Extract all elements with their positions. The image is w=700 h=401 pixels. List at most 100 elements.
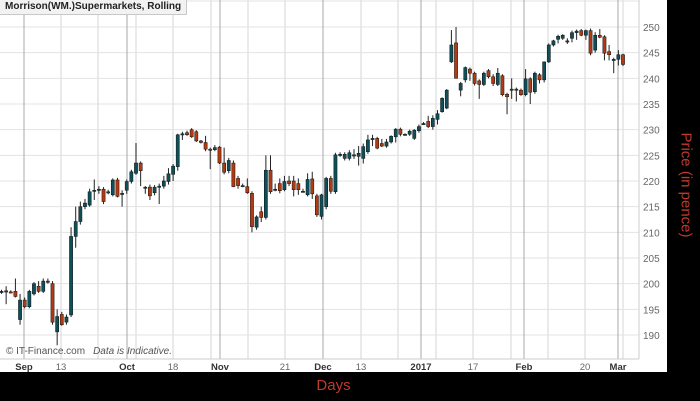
candle-up [366,139,370,152]
candle-down [22,299,27,307]
candle-down [59,314,64,325]
x-tick-label: Nov [211,362,230,372]
candle-up [533,72,537,92]
candle-up [175,134,180,167]
candle-down [588,30,593,54]
y-tick-label: 190 [643,331,660,342]
candle-up [347,152,352,159]
candle-down [602,36,607,54]
candle-down [454,42,458,79]
candle-down [519,89,523,96]
candle-up [616,54,621,60]
x-tick-label: 2017 [410,362,431,372]
candle-down [607,51,611,55]
x-tick-label: 17 [468,362,479,372]
candle-down [250,193,254,227]
candle-down [245,186,250,194]
candle-down [500,75,505,96]
candle-up [180,133,185,136]
x-tick-label: 13 [56,362,67,372]
candle-down [236,178,240,186]
x-tick-label: 18 [168,362,179,372]
candle-up [361,146,366,159]
x-tick-label: Dec [314,362,331,372]
candle-up [523,78,528,96]
candle-down [579,30,584,36]
y-tick-label: 205 [643,254,660,265]
candle-up [560,34,565,39]
candle-up [546,44,551,63]
candle-down [328,178,333,192]
y-tick-label: 225 [643,151,660,162]
candle-up [64,316,69,323]
candle-up [542,61,547,81]
copyright-note: © IT-Finance.com Data is Indicative. [6,346,172,357]
candle-up [69,236,73,316]
x-tick-label: Oct [119,362,136,372]
candle-up [463,67,468,81]
y-tick-label: 200 [643,280,660,291]
candle-up [338,154,342,156]
candle-up [551,40,556,46]
candle-up [514,88,519,91]
candle-down [398,128,403,135]
y-axis-label: Price (in pence) [677,132,695,238]
disclaimer-text: Data is Indicative. [93,346,172,357]
candle-up [106,191,111,194]
y-tick-label: 240 [643,74,660,85]
candle-up [161,180,166,187]
candle-up [240,185,245,188]
candle-up [55,316,60,333]
candle-down [231,162,236,187]
candle-down [477,80,482,85]
candle-down [203,142,208,150]
candle-up [226,160,231,171]
candle-up [412,129,417,139]
candle-down [287,180,291,184]
candle-up [430,118,435,127]
candle-up [134,162,138,174]
candle-up [129,171,134,182]
candle-up [435,113,440,120]
candle-up [0,291,4,293]
candle-up [92,189,97,192]
candle-up [444,89,449,109]
y-tick-label: 220 [643,177,660,188]
candle-up [4,290,8,293]
candle-down [505,93,509,98]
candle-down [486,70,491,78]
candle-up [449,44,454,63]
candle-up [352,154,356,157]
y-tick-label: 195 [643,305,660,316]
candle-up [356,153,361,157]
candle-down [199,140,203,143]
x-tick-label: 20 [580,362,591,372]
candle-up [273,188,277,191]
candle-down [148,186,152,197]
candle-up [570,32,574,39]
candle-up [403,134,407,136]
candle-up [78,206,83,222]
candle-up [611,59,616,61]
y-tick-label: 210 [643,228,660,239]
x-tick-label: 13 [356,362,367,372]
candle-up [73,221,78,237]
candle-up [87,191,92,206]
candle-down [194,131,199,142]
candle-down [375,138,380,149]
candle-up [440,98,444,112]
y-tick-label: 215 [643,203,660,214]
candle-down [36,285,41,292]
x-tick-label: Sep [15,362,33,372]
candle-up [482,72,486,85]
y-tick-label: 230 [643,126,660,137]
candle-up [301,191,305,193]
candle-down [185,132,189,136]
candle-up [254,216,259,228]
chart-panel: 190 195 200 205 210 215 220 225 230 235 240 245 250 S… [0,0,667,372]
candle-up [166,173,171,182]
candle-down [315,195,319,216]
candle-down [115,179,120,197]
candle-down [268,169,273,193]
candle-up [124,181,129,191]
